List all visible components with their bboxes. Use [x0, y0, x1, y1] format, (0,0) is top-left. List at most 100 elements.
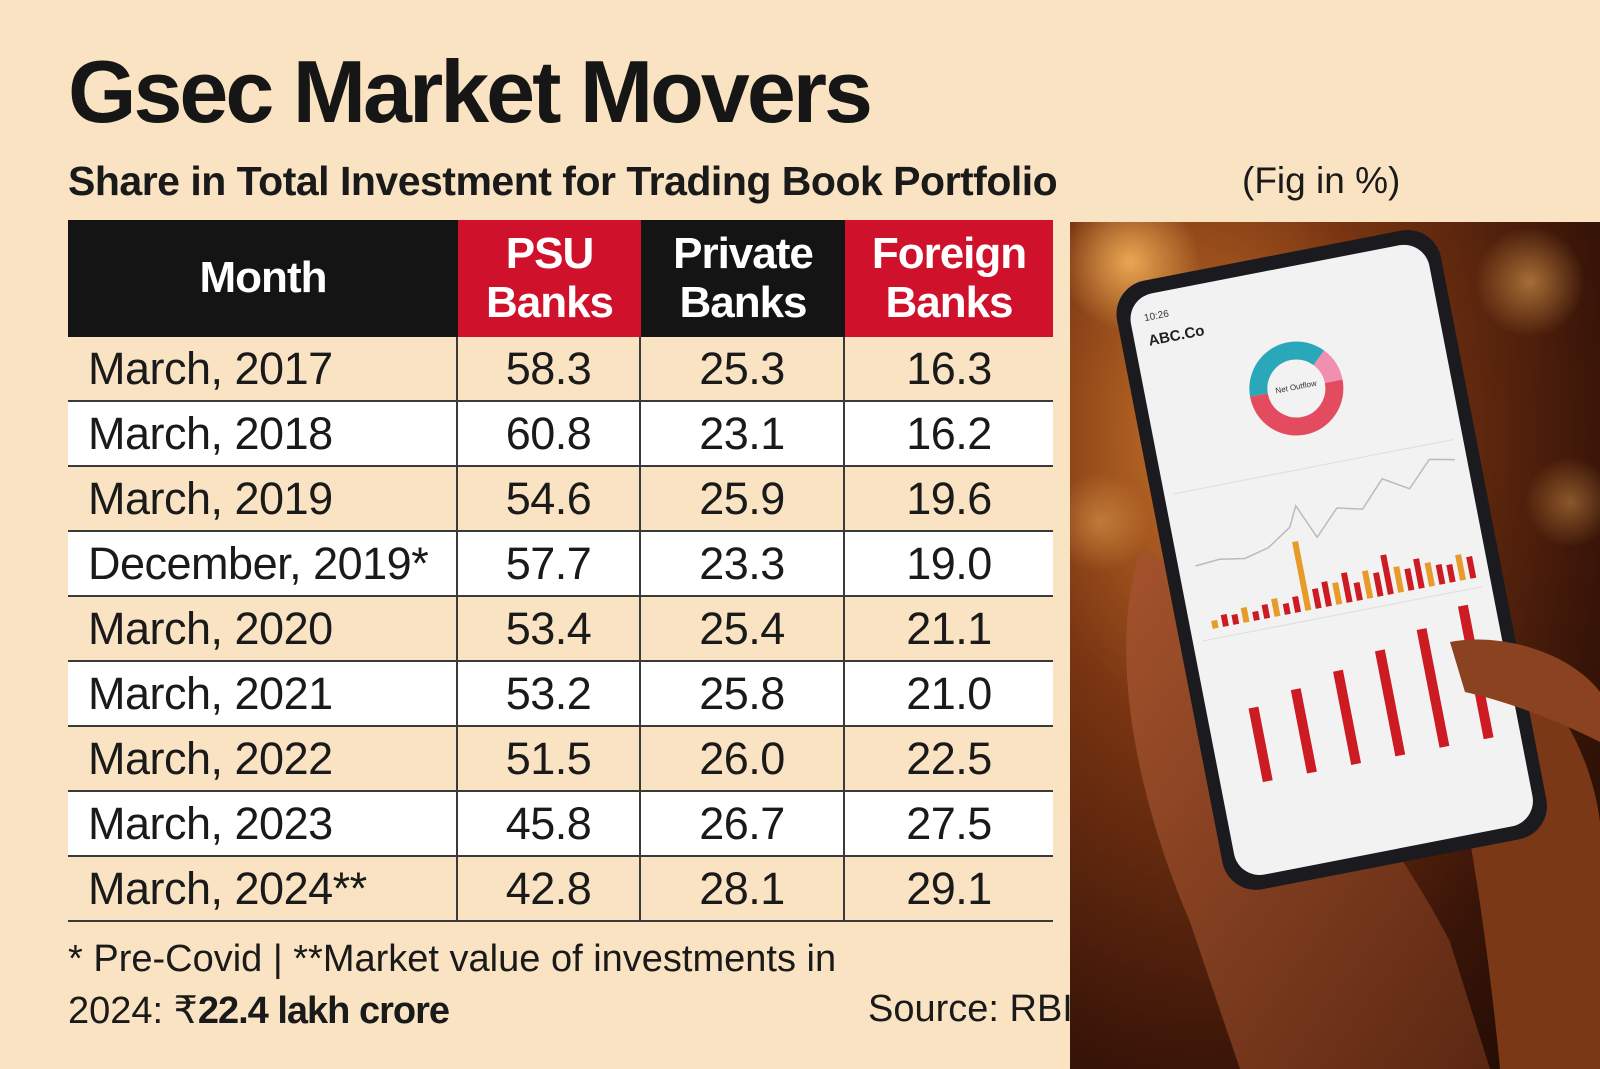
phone-illustration: 10:26 ABC.Co Net Outflow	[1070, 222, 1600, 1069]
chart-subtitle: Share in Total Investment for Trading Bo…	[68, 158, 1058, 204]
phone-big-bar	[1416, 628, 1450, 748]
bokeh-light	[1070, 472, 1150, 572]
data-table: Month PSU Banks Private Banks Foreign Banks…	[68, 220, 1053, 922]
phone-clock: 10:26	[1143, 308, 1170, 324]
cell-month: March, 2022	[68, 727, 458, 790]
cell-month: March, 2017	[68, 337, 458, 400]
header-private-banks: Private Banks	[641, 220, 845, 337]
cell-foreign-banks: 19.6	[906, 472, 992, 524]
phone-bar	[1292, 540, 1312, 611]
phone-bar-series	[1211, 540, 1477, 629]
cell-psu-banks: 53.4	[458, 597, 641, 660]
phone-line-series	[1195, 458, 1455, 567]
cell-month: March, 2023	[68, 792, 458, 855]
phone-bar	[1211, 619, 1219, 629]
cell-psu-banks: 54.6	[458, 467, 641, 530]
phone-bar	[1424, 562, 1436, 587]
phone-screen	[1130, 244, 1533, 875]
cell-foreign-banks: 29.1	[906, 862, 992, 914]
phone-bar	[1332, 582, 1343, 605]
cell-private-banks: 23.1	[641, 402, 845, 465]
cell-private-banks: 28.1	[641, 857, 845, 920]
phone-bar	[1404, 568, 1415, 591]
table-header: Month PSU Banks Private Banks Foreign Banks	[68, 220, 1053, 337]
table-row: March, 2023 45.8 26.7 27.5	[68, 792, 1053, 857]
cell-private-banks: 26.7	[641, 792, 845, 855]
table-row: March, 2021 53.2 25.8 21.0	[68, 662, 1053, 727]
phone-bar	[1252, 610, 1260, 621]
cell-foreign-banks: 16.2	[906, 407, 992, 459]
bokeh-light	[1525, 457, 1600, 547]
cell-psu-banks: 45.8	[458, 792, 641, 855]
divider	[1202, 586, 1482, 642]
phone-bar	[1413, 558, 1425, 589]
phone-bar	[1340, 572, 1353, 603]
cell-foreign-banks: 22.5	[906, 732, 992, 784]
cell-psu-banks: 60.8	[458, 402, 641, 465]
phone-bar	[1393, 566, 1405, 593]
phone-bar	[1261, 603, 1271, 619]
unit-note: (Fig in %)	[1242, 160, 1401, 201]
cell-private-banks: 25.3	[641, 337, 845, 400]
phone-bar	[1435, 564, 1446, 585]
phone-bar	[1292, 596, 1302, 613]
table-row: March, 2024** 42.8 28.1 29.1	[68, 857, 1053, 922]
header-psu-banks: PSU Banks	[458, 220, 641, 337]
cell-foreign-banks: 16.3	[906, 342, 992, 394]
phone-bar	[1455, 554, 1466, 581]
cell-month: March, 2019	[68, 467, 458, 530]
cell-month: December, 2019*	[68, 532, 458, 595]
phone-bar	[1282, 602, 1291, 615]
cell-month: March, 2020	[68, 597, 458, 660]
donut-segment	[1249, 341, 1344, 436]
cell-private-banks: 26.0	[641, 727, 845, 790]
phone: 10:26 ABC.Co Net Outflow	[1116, 229, 1547, 890]
cell-month: March, 2018	[68, 402, 458, 465]
smartphone-photo: 10:26 ABC.Co Net Outflow	[1070, 222, 1600, 1069]
footnote-line-1: * Pre-Covid | **Market value of investme…	[68, 938, 837, 980]
donut-segment	[1249, 341, 1344, 436]
phone-bar	[1321, 581, 1332, 607]
cell-psu-banks: 51.5	[458, 727, 641, 790]
phone-bar	[1353, 582, 1363, 601]
bokeh-light	[1475, 227, 1585, 337]
cell-psu-banks: 42.8	[458, 857, 641, 920]
table-row: March, 2020 53.4 25.4 21.1	[68, 597, 1053, 662]
cell-private-banks: 23.3	[641, 532, 845, 595]
cell-foreign-banks: 21.1	[906, 602, 992, 654]
divider	[1174, 439, 1454, 495]
cell-foreign-banks: 27.5	[906, 797, 992, 849]
phone-big-bar	[1248, 706, 1273, 783]
table-row: March, 2017 58.3 25.3 16.3	[68, 337, 1053, 402]
phone-bar	[1373, 572, 1384, 597]
table-row: December, 2019* 57.7 23.3 19.0	[68, 532, 1053, 597]
phone-bar	[1271, 598, 1281, 617]
phone-bar	[1220, 613, 1229, 627]
phone-bar	[1361, 570, 1374, 599]
cell-foreign-banks: 19.0	[906, 537, 992, 589]
cell-private-banks: 25.9	[641, 467, 845, 530]
chart-title: Gsec Market Movers	[68, 42, 873, 141]
phone-bar	[1240, 607, 1250, 623]
cell-psu-banks: 58.3	[458, 337, 641, 400]
table-body: March, 2017 58.3 25.3 16.3 March, 2018 60.8 23…	[68, 337, 1053, 922]
phone-big-bar	[1290, 688, 1317, 774]
cell-month: March, 2024**	[68, 857, 458, 920]
phone-big-bar	[1374, 649, 1406, 757]
cell-psu-banks: 57.7	[458, 532, 641, 595]
source-note: Source: RBI	[868, 988, 1073, 1030]
cell-psu-banks: 53.2	[458, 662, 641, 725]
phone-bar	[1446, 563, 1456, 583]
header-month: Month	[68, 220, 458, 337]
cell-foreign-banks: 21.0	[906, 667, 992, 719]
cell-private-banks: 25.4	[641, 597, 845, 660]
table-row: March, 2022 51.5 26.0 22.5	[68, 727, 1053, 792]
phone-bar	[1466, 556, 1477, 579]
table-row: March, 2019 54.6 25.9 19.6	[68, 467, 1053, 532]
cell-private-banks: 25.8	[641, 662, 845, 725]
phone-bar	[1311, 588, 1322, 609]
phone-bar	[1380, 554, 1394, 595]
phone-big-bar	[1333, 669, 1362, 765]
footnote-line-2: 2024: ₹22.4 lakh crore	[68, 990, 450, 1032]
phone-bar	[1231, 613, 1240, 625]
